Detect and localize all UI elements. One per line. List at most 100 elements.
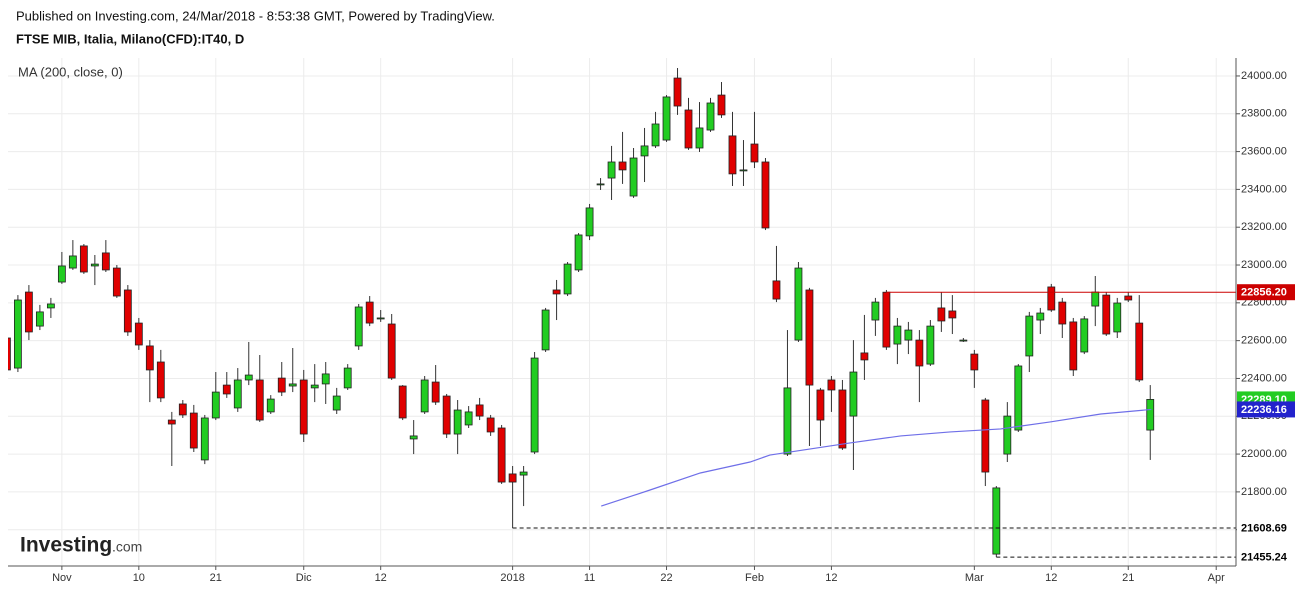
candle-body [409, 435, 418, 440]
candle-body [1091, 291, 1100, 307]
candle-body [761, 161, 770, 229]
y-tick-label: 21800.00 [1241, 486, 1287, 498]
candle-body [673, 77, 682, 107]
candle-body [838, 389, 847, 449]
candle-body [321, 373, 330, 385]
candle-body [1069, 321, 1078, 371]
candle-body [68, 255, 77, 269]
price-label-box [1237, 520, 1295, 537]
candle-body [112, 267, 121, 297]
y-tick-label: 22000.00 [1241, 448, 1287, 460]
candle-body [211, 391, 220, 419]
candle-body [1146, 399, 1155, 431]
candle-body [937, 307, 946, 322]
plot-area [8, 68, 1236, 558]
candle-body [376, 317, 385, 320]
logo-suffix: .com [112, 539, 142, 555]
candle-body [695, 127, 704, 149]
candle-body [563, 263, 572, 295]
candle-body [497, 427, 506, 483]
candle-body [123, 289, 132, 333]
candle-body [816, 389, 825, 421]
candle-body [772, 280, 781, 300]
candle-body [541, 309, 550, 351]
candle-body [134, 322, 143, 346]
candle-body [442, 395, 451, 435]
candle-body [145, 345, 154, 371]
candle-body [343, 367, 352, 389]
candle-body [651, 123, 660, 147]
candle-body [1080, 318, 1089, 353]
candle-body [288, 383, 297, 387]
candle-body [431, 381, 440, 403]
candle-body [310, 384, 319, 389]
candle-body [596, 183, 605, 186]
candle-body [90, 263, 99, 267]
candle-body [189, 412, 198, 449]
candle-body [805, 289, 814, 386]
candle-body [398, 385, 407, 419]
ma-line [601, 408, 1152, 507]
candle-body [1058, 301, 1067, 325]
candle-body [981, 399, 990, 473]
candle-body [739, 169, 748, 172]
price-label: 21608.69 [1241, 522, 1287, 534]
candle-body [244, 374, 253, 381]
candle-body [475, 404, 484, 417]
x-tick-label: Feb [745, 572, 764, 584]
candle-body [607, 161, 616, 179]
candle-body [79, 245, 88, 273]
y-tick-label: 23000.00 [1241, 259, 1287, 271]
candle-body [860, 352, 869, 361]
published-note: Published on Investing.com, 24/Mar/2018 … [16, 8, 495, 23]
x-tick-label: 12 [825, 572, 837, 584]
candle-body [1047, 286, 1056, 311]
candle-body [167, 419, 176, 425]
candle-body [574, 234, 583, 271]
candle-body [585, 207, 594, 237]
candle-body [453, 409, 462, 435]
candle-body [1124, 295, 1133, 301]
candle-body [783, 387, 792, 455]
candle-body [178, 403, 187, 416]
candle-body [717, 94, 726, 116]
candle-body [728, 135, 737, 175]
y-tick-label: 23200.00 [1241, 221, 1287, 233]
candle-body [57, 265, 66, 283]
x-tick-label: 12 [1045, 572, 1057, 584]
candle-body [156, 361, 165, 399]
x-tick-label: 11 [584, 572, 595, 584]
candle-body [1036, 312, 1045, 321]
candle-body [464, 411, 473, 426]
x-tick-label: 12 [375, 572, 387, 584]
x-tick-label: 21 [210, 572, 222, 584]
candle-body [24, 291, 33, 333]
y-tick-label: 22600.00 [1241, 335, 1287, 347]
indicator-label: MA (200, close, 0) [18, 64, 123, 79]
x-tick-label: Dic [296, 572, 312, 584]
candle-body [35, 311, 44, 327]
grid [8, 58, 1236, 566]
x-tick-label: 2018 [500, 572, 524, 584]
candle-body [1025, 315, 1034, 357]
candle-body [706, 102, 715, 131]
x-tick-label: 22 [660, 572, 672, 584]
candle-body [640, 145, 649, 157]
candle-body [904, 329, 913, 341]
candle-body [365, 301, 374, 324]
candle-body [893, 325, 902, 345]
candle-body [8, 337, 11, 371]
candle-body [882, 291, 891, 348]
candle-body [750, 143, 759, 163]
candle-body [200, 417, 209, 461]
candle-body [827, 379, 836, 391]
candle-body [1102, 294, 1111, 335]
candle-body [552, 289, 561, 295]
price-label-box [1237, 549, 1295, 566]
candle-body [1003, 415, 1012, 455]
logo: Investing [20, 534, 112, 557]
candle-body [519, 471, 528, 476]
candle-body [266, 398, 275, 413]
